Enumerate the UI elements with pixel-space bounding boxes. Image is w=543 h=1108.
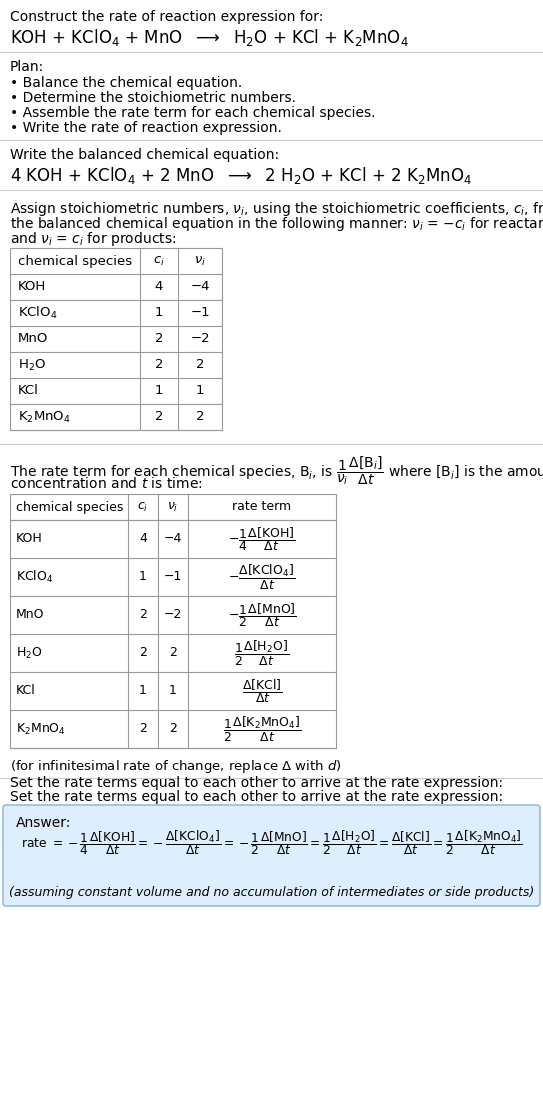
Text: KCl: KCl <box>18 384 39 398</box>
Text: 2: 2 <box>195 410 204 423</box>
Text: MnO: MnO <box>18 332 48 346</box>
Text: (assuming constant volume and no accumulation of intermediates or side products): (assuming constant volume and no accumul… <box>9 886 534 899</box>
Text: (for infinitesimal rate of change, replace $\Delta$ with $d$): (for infinitesimal rate of change, repla… <box>10 758 342 774</box>
Text: KClO$_4$: KClO$_4$ <box>18 305 58 321</box>
Text: 1: 1 <box>195 384 204 398</box>
Text: rate $= -\dfrac{1}{4}\dfrac{\Delta[\mathrm{KOH}]}{\Delta t}= -\dfrac{\Delta[\mat: rate $= -\dfrac{1}{4}\dfrac{\Delta[\math… <box>21 829 522 858</box>
Text: −2: −2 <box>190 332 210 346</box>
Text: • Balance the chemical equation.: • Balance the chemical equation. <box>10 76 242 90</box>
Text: 1: 1 <box>139 571 147 584</box>
Text: 2: 2 <box>155 410 163 423</box>
Text: chemical species: chemical species <box>16 501 123 513</box>
Text: 2: 2 <box>139 646 147 659</box>
Text: 4: 4 <box>139 533 147 545</box>
Text: −1: −1 <box>190 307 210 319</box>
Text: 2: 2 <box>155 332 163 346</box>
Text: K$_2$MnO$_4$: K$_2$MnO$_4$ <box>18 410 71 424</box>
Text: $c_i$: $c_i$ <box>137 501 149 513</box>
Text: chemical species: chemical species <box>18 255 132 267</box>
Text: $-\dfrac{1}{2}\dfrac{\Delta[\mathrm{MnO}]}{\Delta t}$: $-\dfrac{1}{2}\dfrac{\Delta[\mathrm{MnO}… <box>228 601 296 629</box>
Text: 2: 2 <box>169 722 177 736</box>
Text: −2: −2 <box>164 608 182 622</box>
FancyBboxPatch shape <box>3 806 540 906</box>
Text: H$_2$O: H$_2$O <box>16 646 42 660</box>
Text: and $\nu_i$ = $c_i$ for products:: and $\nu_i$ = $c_i$ for products: <box>10 230 176 248</box>
Text: The rate term for each chemical species, B$_i$, is $\dfrac{1}{\nu_i}\dfrac{\Delt: The rate term for each chemical species,… <box>10 454 543 486</box>
Text: KCl: KCl <box>16 685 36 698</box>
Bar <box>10 248 222 430</box>
Text: • Determine the stoichiometric numbers.: • Determine the stoichiometric numbers. <box>10 91 296 105</box>
Text: $c_i$: $c_i$ <box>153 255 165 267</box>
Text: 2: 2 <box>169 646 177 659</box>
Text: Answer:: Answer: <box>16 815 71 830</box>
Text: $\dfrac{1}{2}\dfrac{\Delta[\mathrm{H_2O}]}{\Delta t}$: $\dfrac{1}{2}\dfrac{\Delta[\mathrm{H_2O}… <box>235 638 289 667</box>
Text: 1: 1 <box>155 307 163 319</box>
Text: H$_2$O: H$_2$O <box>18 358 46 372</box>
Text: Plan:: Plan: <box>10 60 44 74</box>
Text: $-\dfrac{1}{4}\dfrac{\Delta[\mathrm{KOH}]}{\Delta t}$: $-\dfrac{1}{4}\dfrac{\Delta[\mathrm{KOH}… <box>228 525 296 553</box>
Text: • Assemble the rate term for each chemical species.: • Assemble the rate term for each chemic… <box>10 106 376 120</box>
Text: 4: 4 <box>155 280 163 294</box>
Text: KOH: KOH <box>16 533 43 545</box>
Text: 1: 1 <box>169 685 177 698</box>
Text: 1: 1 <box>139 685 147 698</box>
Text: Construct the rate of reaction expression for:: Construct the rate of reaction expressio… <box>10 10 324 24</box>
Text: $-\dfrac{\Delta[\mathrm{KClO_4}]}{\Delta t}$: $-\dfrac{\Delta[\mathrm{KClO_4}]}{\Delta… <box>229 563 295 592</box>
Text: −1: −1 <box>164 571 182 584</box>
Text: 1: 1 <box>155 384 163 398</box>
Text: Set the rate terms equal to each other to arrive at the rate expression:: Set the rate terms equal to each other t… <box>10 776 503 790</box>
Text: 2: 2 <box>139 608 147 622</box>
Text: concentration and $t$ is time:: concentration and $t$ is time: <box>10 476 203 491</box>
Text: 2: 2 <box>195 359 204 371</box>
Text: −4: −4 <box>190 280 210 294</box>
Text: MnO: MnO <box>16 608 45 622</box>
Text: K$_2$MnO$_4$: K$_2$MnO$_4$ <box>16 721 66 737</box>
Text: Set the rate terms equal to each other to arrive at the rate expression:: Set the rate terms equal to each other t… <box>10 790 503 804</box>
Text: Write the balanced chemical equation:: Write the balanced chemical equation: <box>10 148 279 162</box>
Bar <box>10 494 336 748</box>
Text: • Write the rate of reaction expression.: • Write the rate of reaction expression. <box>10 121 282 135</box>
Text: 4 KOH + KClO$_4$ + 2 MnO  $\longrightarrow$  2 H$_2$O + KCl + 2 K$_2$MnO$_4$: 4 KOH + KClO$_4$ + 2 MnO $\longrightarro… <box>10 165 472 186</box>
Text: rate term: rate term <box>232 501 292 513</box>
Text: $\nu_i$: $\nu_i$ <box>167 501 179 513</box>
Text: KClO$_4$: KClO$_4$ <box>16 568 53 585</box>
Text: KOH + KClO$_4$ + MnO  $\longrightarrow$  H$_2$O + KCl + K$_2$MnO$_4$: KOH + KClO$_4$ + MnO $\longrightarrow$ H… <box>10 27 409 48</box>
Text: 2: 2 <box>155 359 163 371</box>
Text: the balanced chemical equation in the following manner: $\nu_i$ = $-c_i$ for rea: the balanced chemical equation in the fo… <box>10 215 543 233</box>
Text: $\nu_i$: $\nu_i$ <box>194 255 206 267</box>
Text: $\dfrac{\Delta[\mathrm{KCl}]}{\Delta t}$: $\dfrac{\Delta[\mathrm{KCl}]}{\Delta t}$ <box>242 677 282 705</box>
Text: 2: 2 <box>139 722 147 736</box>
Text: Assign stoichiometric numbers, $\nu_i$, using the stoichiometric coefficients, $: Assign stoichiometric numbers, $\nu_i$, … <box>10 201 543 218</box>
Text: −4: −4 <box>164 533 182 545</box>
Text: KOH: KOH <box>18 280 46 294</box>
Text: $\dfrac{1}{2}\dfrac{\Delta[\mathrm{K_2MnO_4}]}{\Delta t}$: $\dfrac{1}{2}\dfrac{\Delta[\mathrm{K_2Mn… <box>223 715 301 743</box>
